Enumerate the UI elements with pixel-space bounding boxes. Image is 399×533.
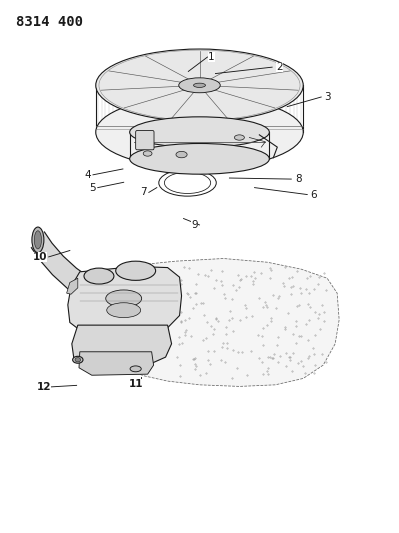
Polygon shape [124,259,339,386]
Text: 11: 11 [128,379,143,389]
Ellipse shape [75,358,81,362]
Text: 5: 5 [89,183,96,192]
Ellipse shape [234,135,244,140]
Ellipse shape [96,96,303,168]
Ellipse shape [96,49,303,122]
Ellipse shape [130,143,269,174]
Ellipse shape [73,357,83,364]
Polygon shape [67,278,78,294]
Ellipse shape [106,290,142,307]
Ellipse shape [84,268,114,284]
Ellipse shape [32,227,44,253]
Ellipse shape [116,261,156,280]
Polygon shape [79,352,154,375]
Polygon shape [68,266,182,336]
Text: 2: 2 [276,62,282,72]
Ellipse shape [130,117,269,148]
Ellipse shape [143,151,152,156]
Text: 1: 1 [208,52,215,62]
Ellipse shape [176,151,187,158]
Ellipse shape [194,83,205,87]
Ellipse shape [130,366,141,372]
Text: 10: 10 [33,252,47,262]
Polygon shape [32,232,88,297]
Ellipse shape [107,303,140,318]
Ellipse shape [179,78,220,93]
Text: 9: 9 [192,220,198,230]
Text: 3: 3 [324,92,330,102]
Text: 6: 6 [310,190,316,199]
Polygon shape [72,325,172,366]
Text: 8314 400: 8314 400 [16,15,83,29]
FancyBboxPatch shape [136,131,154,150]
Text: 4: 4 [85,170,91,180]
Text: 8: 8 [295,174,302,184]
Ellipse shape [34,231,41,249]
Text: 7: 7 [140,188,147,197]
Text: 12: 12 [37,382,51,392]
